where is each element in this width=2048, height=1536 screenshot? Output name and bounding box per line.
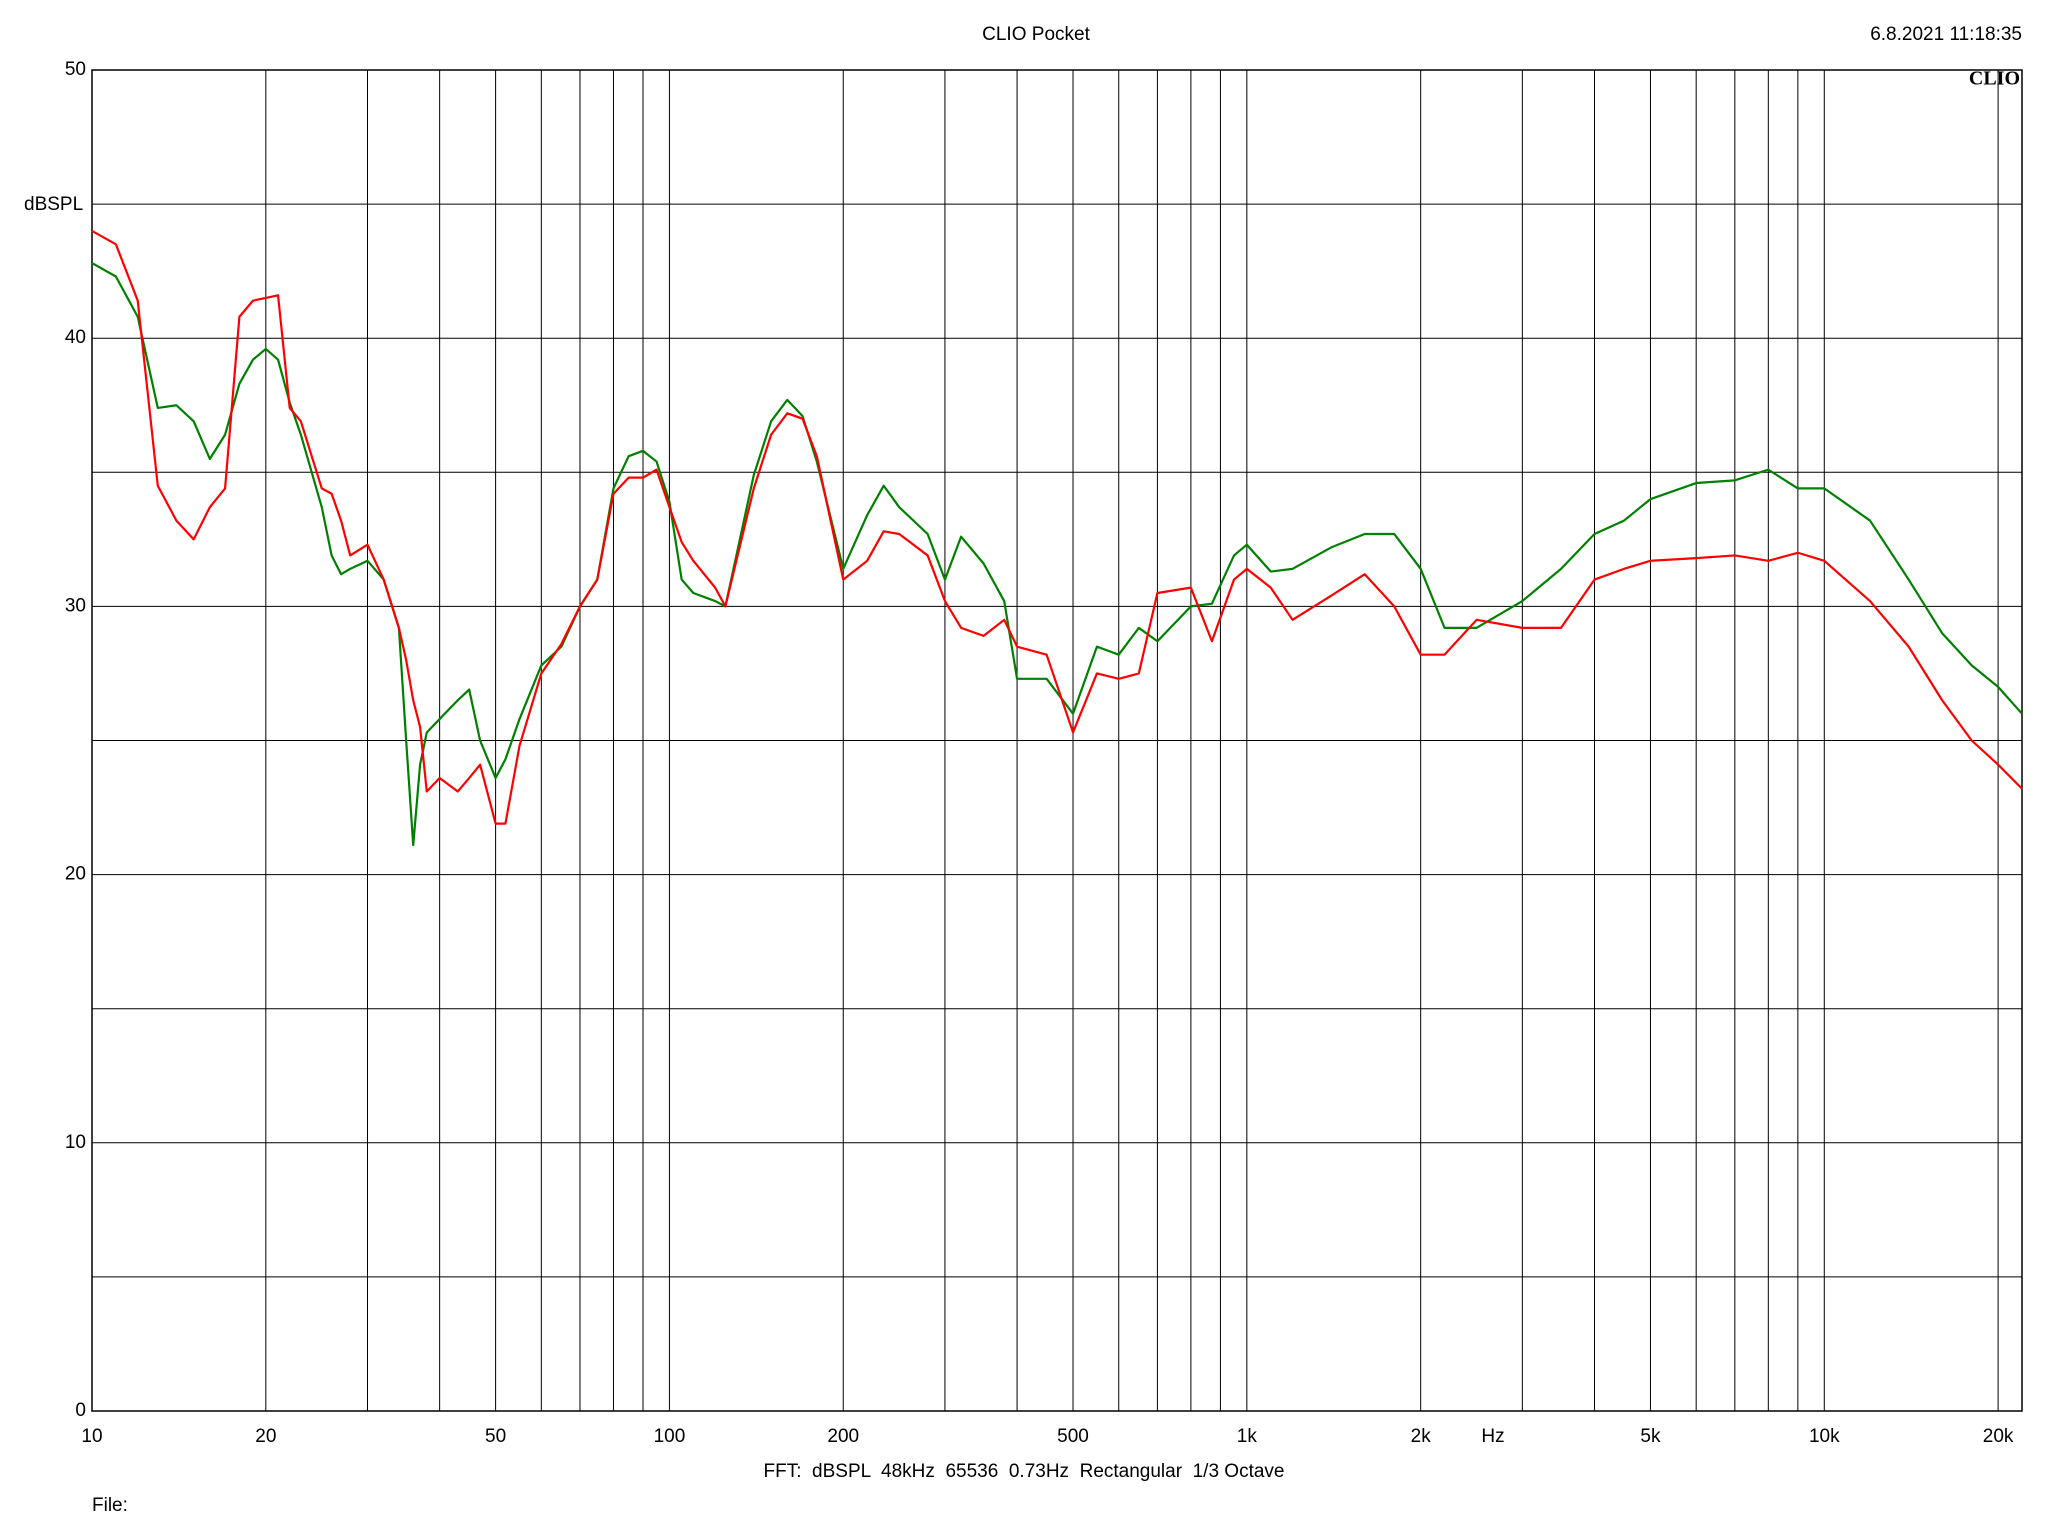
- x-tick-label: 100: [654, 1426, 686, 1447]
- x-tick-label: 20: [255, 1426, 276, 1447]
- y-tick-label: 30: [65, 595, 86, 616]
- x-tick-label: 10: [81, 1426, 102, 1447]
- y-tick-label: 10: [65, 1132, 86, 1153]
- x-tick-label: 200: [827, 1426, 859, 1447]
- series-line: [91, 229, 2023, 825]
- y-tick-label: 0: [75, 1400, 86, 1421]
- file-label: File:: [92, 1495, 128, 1516]
- chart-title: CLIO Pocket: [982, 24, 1090, 45]
- y-tick-label: 50: [65, 59, 86, 80]
- footer: FFT: dBSPL 48kHz 65536 0.73Hz Rectangula…: [763, 1461, 1284, 1482]
- series-line: [91, 262, 2023, 847]
- y-tick-label: 20: [65, 864, 86, 885]
- y-axis-label: dBSPL: [24, 194, 83, 215]
- y-tick-label: 40: [65, 327, 86, 348]
- x-tick-label: 500: [1057, 1426, 1089, 1447]
- x-tick-label: 20k: [1983, 1426, 2014, 1447]
- logo: CLIO: [1969, 68, 2020, 90]
- x-tick-label: 50: [485, 1426, 506, 1447]
- x-axis-label: Hz: [1481, 1426, 1504, 1447]
- x-tick-label: 2k: [1411, 1426, 1432, 1447]
- timestamp: 6.8.2021 11:18:35: [1870, 24, 2022, 45]
- plot-frame: [91, 69, 2023, 1412]
- x-tick-label: 1k: [1237, 1426, 1258, 1447]
- x-tick-label: 10k: [1809, 1426, 1840, 1447]
- x-tick-label: 5k: [1640, 1426, 1661, 1447]
